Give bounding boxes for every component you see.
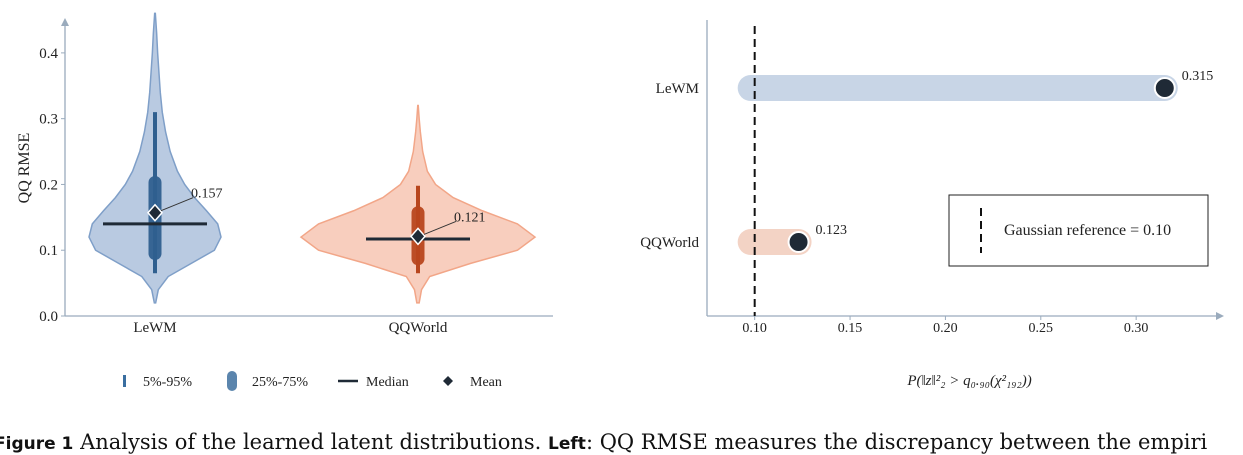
dumbbell-chart: 0.10 0.15 0.20 0.25 0.30 P(‖z‖²₂ > q₀.₉₀(χ²₁₉… [640, 20, 1224, 389]
legend-swatch-5-95 [123, 375, 126, 387]
mean-marker-qqworld [410, 227, 426, 246]
y-tick-label: 0.4 [39, 46, 58, 62]
y-category-label-qqworld: QQWorld [640, 235, 699, 251]
value-dot-qqworld [787, 231, 810, 253]
reference-legend-box [948, 194, 1209, 267]
x-axis-label: P(‖z‖²₂ > q₀.₉₀(χ²₁₉₂)) [906, 373, 1031, 389]
value-label-lewm: 0.315 [1182, 69, 1214, 84]
figure-caption: Figure 1 Analysis of the learned latent … [0, 430, 1243, 454]
y-axis-arrow [61, 18, 69, 26]
x-tick-label: 0.30 [1124, 321, 1149, 336]
y-tick-label: 0.0 [39, 309, 58, 325]
mean-value-label-qqworld: 0.121 [454, 210, 486, 225]
caption-left-text: : QQ RMSE measures the discrepancy betwe… [585, 430, 1208, 454]
mean-leader-qqworld [423, 220, 457, 235]
x-category-label-qqworld: QQWorld [389, 320, 448, 336]
x-tick-label: 0.20 [933, 321, 958, 336]
y-axis-label: QQ RMSE [16, 133, 33, 204]
legend-label-2: Median [366, 375, 409, 390]
mean-marker-lewm [147, 203, 163, 222]
legend-label-0: 5%-95% [143, 375, 192, 390]
x-category-label-lewm: LeWM [133, 320, 176, 336]
caption-text: Analysis of the learned latent distribut… [80, 430, 542, 454]
x-tick-label: 0.15 [838, 321, 863, 336]
caption-figure-label: Figure 1 [0, 434, 74, 454]
y-tick-label: 0.1 [39, 243, 58, 259]
x-tick-label: 0.10 [742, 321, 767, 336]
violin-chart: 0.0 0.1 0.2 0.3 0.4 QQ RMSE 0.157 LeWM 0.121 QQWo… [16, 12, 553, 391]
mean-leader-lewm [160, 197, 194, 212]
legend-swatch-25-75 [227, 371, 237, 391]
y-category-label-lewm: LeWM [656, 81, 699, 97]
x-tick-label: 0.25 [1029, 321, 1054, 336]
y-tick-label: 0.3 [39, 112, 58, 128]
reference-legend-label: Gaussian reference = 0.10 [1004, 222, 1171, 239]
mean-value-label-lewm: 0.157 [191, 187, 223, 202]
legend-swatch-mean [443, 376, 453, 386]
value-label-qqworld: 0.123 [816, 223, 848, 238]
caption-left-label: Left [548, 434, 586, 454]
legend-label-1: 25%-75% [252, 375, 308, 390]
legend-label-3: Mean [470, 375, 502, 390]
x-axis-arrow [1216, 312, 1224, 320]
y-tick-label: 0.2 [39, 177, 58, 193]
value-dot-lewm [1153, 77, 1176, 99]
